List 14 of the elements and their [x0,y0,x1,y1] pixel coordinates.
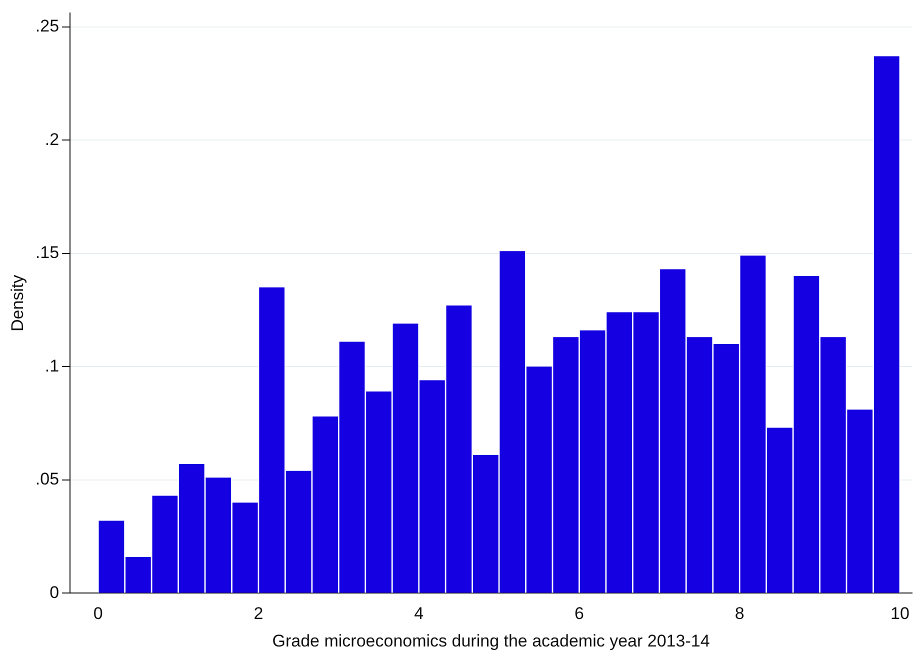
y-axis-title: Density [8,274,27,332]
x-axis-title: Grade microeconomics during the academic year 2013-14 [272,631,710,650]
x-tick-label: 6 [574,604,584,624]
x-tick-label: 0 [93,604,103,624]
y-tick-label: .1 [44,356,60,376]
y-tick-label: .2 [44,130,60,149]
y-tick-label: .05 [35,470,60,489]
y-tick-label: 0 [50,582,60,602]
x-tick-label: 8 [734,604,744,624]
x-tick-label: 4 [414,604,424,624]
y-tick-label: .25 [35,16,60,36]
x-tick-label: 2 [254,604,264,624]
x-tick-label: 10 [890,604,910,624]
y-tick-label: .15 [35,243,60,262]
